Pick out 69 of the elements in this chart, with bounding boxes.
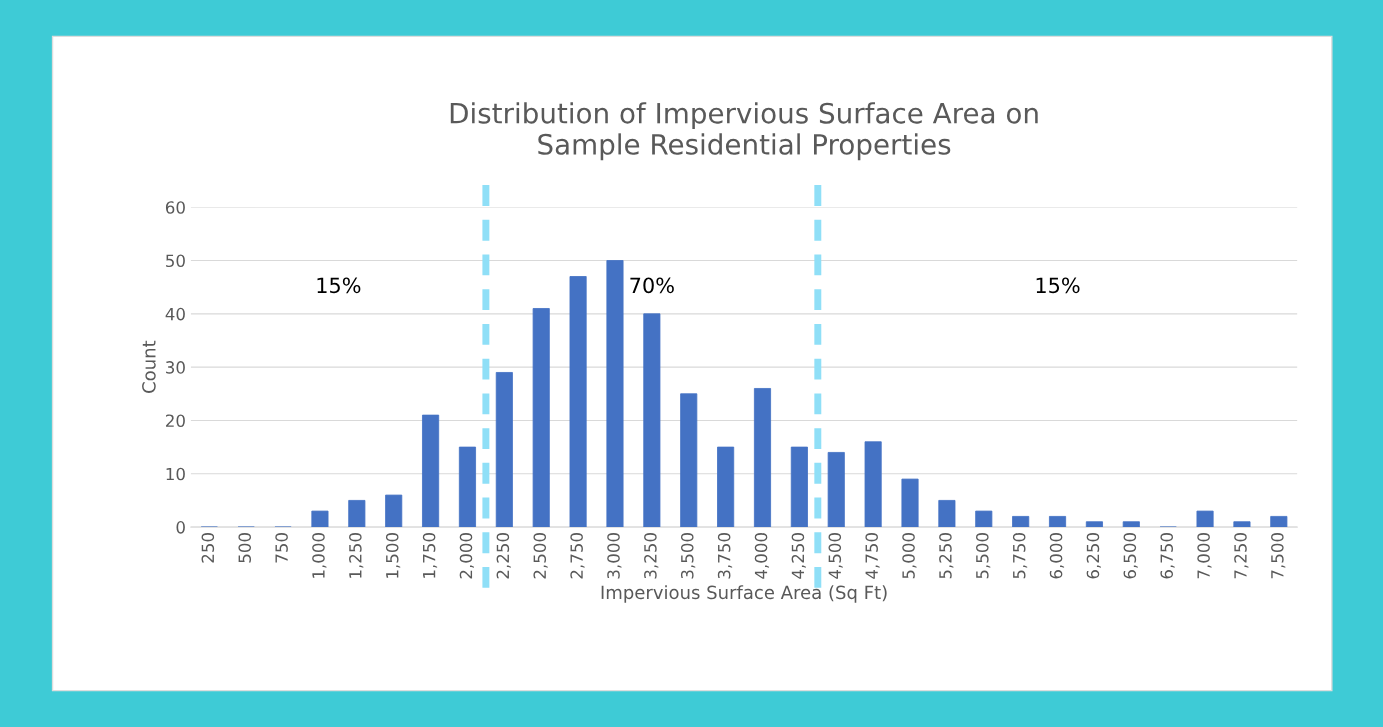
bar — [495, 372, 513, 528]
bar — [753, 388, 772, 528]
bar — [790, 446, 808, 528]
bar — [1196, 510, 1214, 528]
bar — [1233, 521, 1251, 528]
x-tick-label: 4,500 — [828, 533, 843, 579]
x-tick-label: 1,000 — [312, 533, 327, 578]
x-tick-label: 4,750 — [865, 533, 880, 579]
x-tick-label: 3,500 — [680, 533, 696, 579]
x-tick-label: 5,250 — [939, 533, 954, 579]
x-tick-label: 4,000 — [754, 533, 770, 579]
x-tick-label: 250 — [201, 533, 215, 563]
x-tick-label: 2,500 — [533, 533, 548, 579]
bar — [606, 260, 624, 528]
x-tick-label: 6,000 — [1049, 533, 1065, 579]
x-tick-label: 5,750 — [1012, 533, 1028, 579]
x-tick-label: 1,750 — [422, 533, 438, 578]
x-tick-label: 7,250 — [1234, 533, 1249, 579]
x-tick-label: 5,000 — [902, 533, 917, 579]
x-tick-label: 3,000 — [607, 533, 622, 579]
y-tick-label: 0 — [176, 521, 185, 534]
y-tick-label: 40 — [165, 307, 185, 321]
bar — [422, 414, 440, 528]
bar — [532, 308, 550, 528]
annotation: 15% — [1036, 277, 1080, 294]
x-tick-label: 2,750 — [570, 533, 585, 579]
x-axis-title: Impervious Surface Area (Sq Ft) — [601, 585, 887, 603]
bar — [569, 276, 587, 528]
bar — [864, 441, 882, 528]
x-tick-label: 2,250 — [496, 533, 511, 579]
x-tick-label: 3,250 — [644, 533, 659, 579]
y-tick-label: 10 — [166, 467, 185, 481]
annotation: 15% — [317, 277, 361, 294]
bar — [827, 452, 845, 528]
bar — [938, 500, 956, 528]
x-tick-label: 5,500 — [976, 533, 991, 579]
bar — [458, 446, 476, 528]
annotation: 70% — [630, 277, 674, 294]
y-tick-label: 60 — [165, 201, 185, 214]
bar — [680, 393, 698, 528]
bar — [901, 478, 919, 528]
x-tick-label: 6,750 — [1160, 533, 1175, 579]
y-tick-label: 50 — [166, 254, 185, 268]
x-tick-label: 6,250 — [1086, 533, 1101, 579]
bar — [717, 446, 735, 528]
bar — [385, 494, 403, 528]
bar — [643, 313, 661, 528]
x-tick-label: 750 — [275, 533, 288, 563]
x-tick-label: 6,500 — [1123, 533, 1138, 579]
y-tick-label: 20 — [166, 414, 185, 428]
bar — [1049, 515, 1067, 528]
x-tick-label: 1,250 — [349, 533, 364, 578]
x-tick-label: 4,250 — [791, 533, 806, 579]
bar — [311, 510, 329, 528]
y-axis-title: Count — [142, 340, 156, 393]
bar — [348, 500, 366, 528]
bar — [1270, 515, 1288, 528]
chart-title: Distribution of Impervious Surface Area on Sample Residential Properties — [450, 102, 1038, 161]
x-tick-label: 500 — [238, 533, 252, 563]
x-tick-label: 2,000 — [459, 533, 474, 579]
x-tick-label: 7,000 — [1197, 533, 1212, 579]
bar — [975, 510, 993, 528]
bar — [1012, 515, 1030, 528]
bar — [1085, 521, 1103, 528]
x-tick-label: 1,500 — [385, 533, 401, 578]
x-tick-label: 3,750 — [717, 533, 733, 579]
bar — [1122, 521, 1140, 528]
y-tick-label: 30 — [166, 361, 185, 374]
x-tick-label: 7,500 — [1271, 533, 1286, 579]
